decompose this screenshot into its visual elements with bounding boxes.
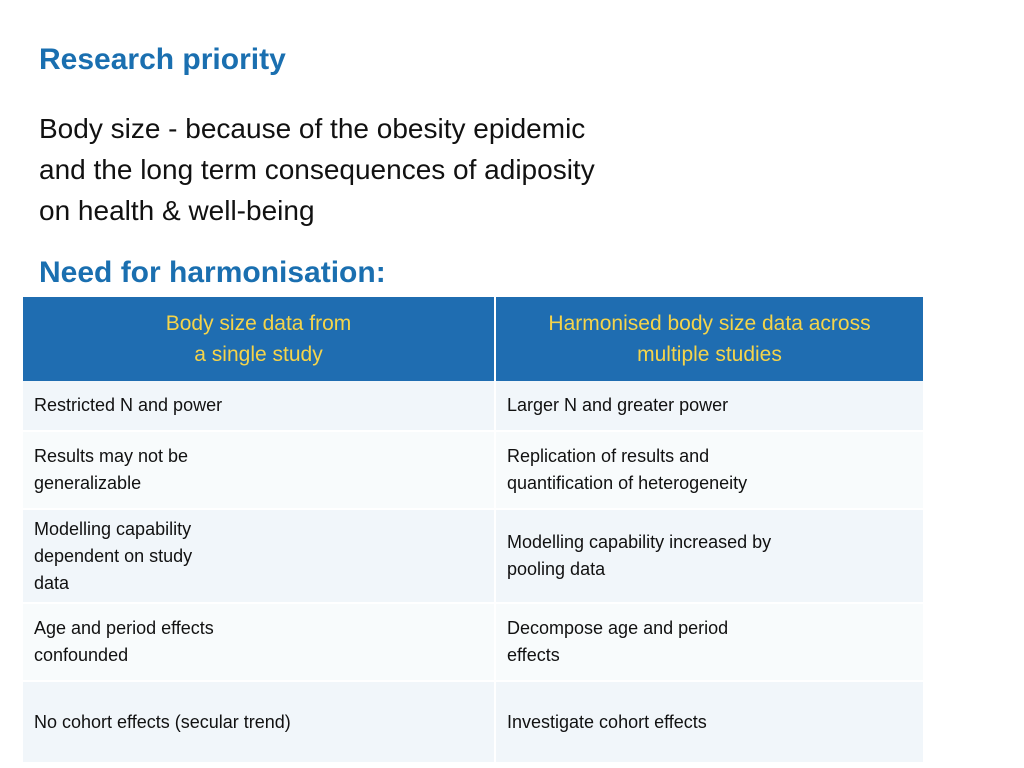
body-line: and the long term consequences of adipos… [39, 154, 595, 185]
cell-line: confounded [34, 645, 129, 665]
table-header-row: Body size data from a single study Harmo… [23, 297, 923, 381]
cell-line: Investigate cohort effects [507, 711, 707, 732]
body-line: Body size - because of the obesity epide… [39, 113, 586, 144]
table-cell: Restricted N and power [23, 381, 496, 432]
cell-line: Age and period effects [34, 618, 214, 638]
comparison-table: Body size data from a single study Harmo… [23, 297, 923, 764]
cell-line: Decompose age and period [507, 618, 729, 638]
table-row: Results may not be generalizable Replica… [23, 431, 923, 510]
header-line: Harmonised body size data across [548, 312, 871, 335]
table-row: Restricted N and power Larger N and grea… [23, 381, 923, 432]
cell-line: generalizable [34, 473, 142, 493]
cell-line: Replication of results and [507, 446, 710, 466]
table-row: Modelling capability dependent on study … [23, 509, 923, 604]
table-row: No cohort effects (secular trend) Invest… [23, 681, 923, 764]
table-cell: Modelling capability dependent on study … [23, 509, 496, 604]
table-cell: Larger N and greater power [495, 381, 923, 432]
cell-line: Results may not be [34, 446, 189, 466]
header-single-study: Body size data from a single study [23, 297, 496, 381]
cell-line: No cohort effects (secular trend) [34, 711, 291, 732]
table-cell: Results may not be generalizable [23, 431, 496, 510]
header-line: multiple studies [637, 343, 782, 366]
cell-line: Larger N and greater power [507, 395, 729, 415]
section-subtitle: Need for harmonisation: [39, 256, 386, 289]
cell-line: dependent on study [34, 545, 193, 566]
table-cell: Modelling capability increased by poolin… [495, 509, 923, 604]
table-row: Age and period effects confounded Decomp… [23, 603, 923, 682]
cell-line: Restricted N and power [34, 395, 223, 415]
table-cell: Age and period effects confounded [23, 603, 496, 682]
slide-title: Research priority [39, 43, 286, 76]
cell-line: quantification of heterogeneity [507, 473, 748, 493]
table-cell: Replication of results and quantificatio… [495, 431, 923, 510]
cell-line: Modelling capability increased by [507, 532, 772, 552]
body-text: Body size - because of the obesity epide… [39, 108, 739, 231]
cell-line: effects [507, 645, 560, 665]
cell-line: pooling data [507, 559, 606, 579]
table-cell: No cohort effects (secular trend) [23, 681, 496, 764]
header-harmonised: Harmonised body size data across multipl… [495, 297, 923, 381]
cell-line: Modelling capability [34, 518, 192, 539]
header-line: Body size data from [165, 312, 352, 335]
body-line: on health & well-being [39, 195, 315, 226]
header-line: a single study [194, 343, 323, 366]
cell-line: data [34, 572, 70, 593]
table-cell: Decompose age and period effects [495, 603, 923, 682]
table-cell: Investigate cohort effects [495, 681, 923, 764]
